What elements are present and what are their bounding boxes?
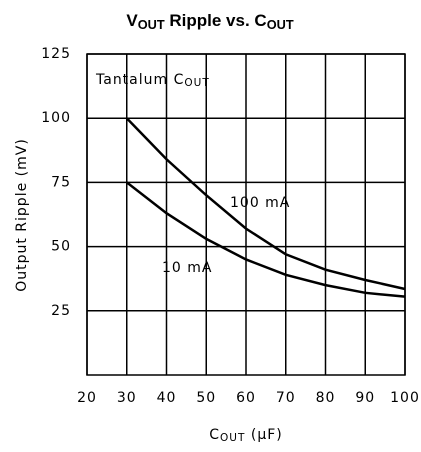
annotation: Tantalum COUT [95, 72, 210, 89]
y-tick-label: 125 [41, 46, 71, 62]
x-axis-label: COUT (μF) [209, 427, 283, 444]
x-tick-label: 60 [236, 390, 256, 406]
series-line [125, 181, 406, 298]
y-tick-label: 25 [51, 303, 71, 319]
x-tick-label: 70 [276, 390, 296, 406]
x-tick-label: 100 [390, 390, 420, 406]
chart-title: VOUT Ripple vs. COUT [126, 11, 293, 31]
y-tick-label: 100 [41, 110, 71, 126]
x-tick-label: 80 [316, 390, 336, 406]
y-axis-label: Output Ripple (mV) [14, 138, 30, 292]
series-line [125, 117, 406, 291]
x-tick-label: 20 [77, 390, 97, 406]
x-tick-label: 30 [117, 390, 137, 406]
annotation: 10 mA [162, 260, 212, 276]
x-tick-label: 40 [157, 390, 177, 406]
x-tick-label: 50 [196, 390, 216, 406]
y-tick-label: 75 [51, 174, 71, 190]
annotation: 100 mA [230, 195, 290, 211]
y-tick-label: 50 [51, 239, 71, 255]
x-tick-label: 90 [355, 390, 375, 406]
